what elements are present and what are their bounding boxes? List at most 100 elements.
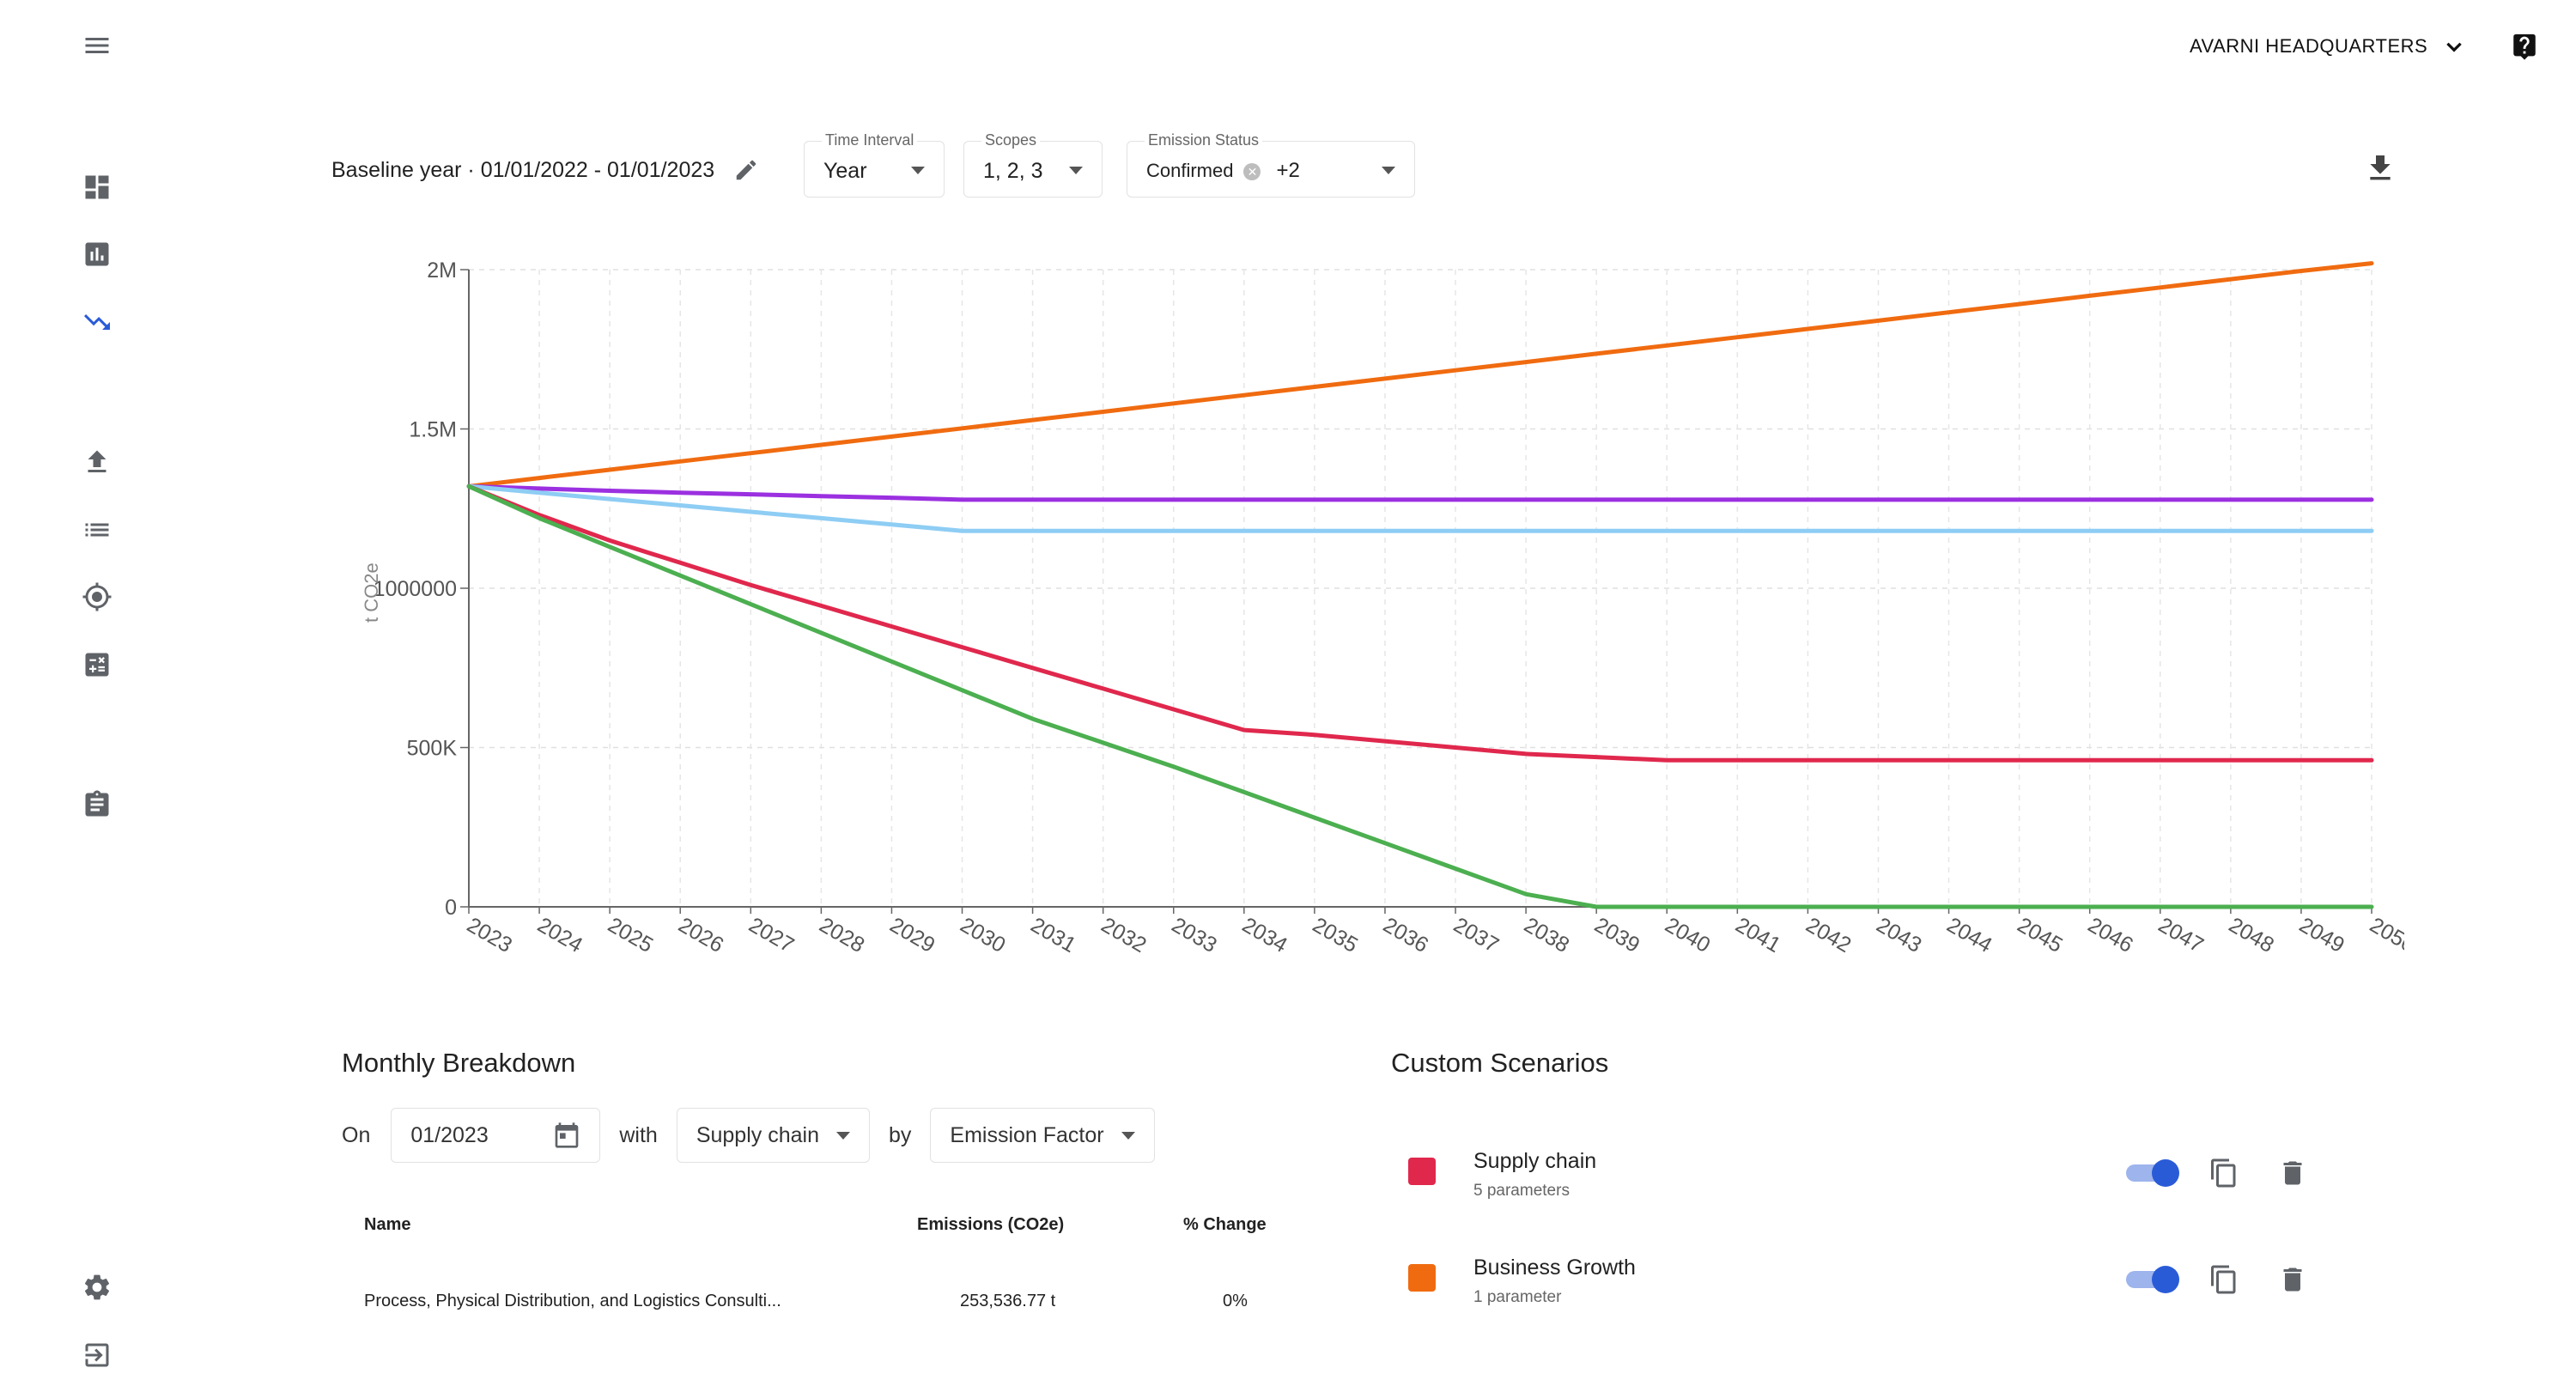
column-header-emissions[interactable]: Emissions (CO2e) xyxy=(917,1215,1065,1234)
series-line xyxy=(466,483,2374,909)
scopes-value: 1, 2, 3 xyxy=(983,159,1043,183)
y-tick-label: 0 xyxy=(445,896,457,920)
x-tick-label: 2035 xyxy=(1309,913,1362,958)
time-interval-select[interactable]: Time Interval Year xyxy=(804,131,945,198)
x-tick-label: 2042 xyxy=(1801,913,1855,958)
x-tick-label: 2032 xyxy=(1097,913,1151,958)
row-emissions: 253,536.77 t xyxy=(960,1292,1056,1310)
x-tick-label: 2031 xyxy=(1027,913,1080,958)
row-change: 0% xyxy=(1223,1292,1248,1310)
row-name[interactable]: Process, Physical Distribution, and Logi… xyxy=(364,1292,781,1310)
x-tick-label: 2043 xyxy=(1872,913,1925,958)
dropdown-arrow-icon xyxy=(1121,1131,1135,1140)
emission-status-label: Emission Status xyxy=(1145,131,1263,149)
scenario-params: 5 parameters xyxy=(1473,1182,1570,1200)
calendar-icon[interactable] xyxy=(553,1122,580,1149)
time-interval-label: Time Interval xyxy=(822,131,918,149)
baseline-period: Baseline year · 01/01/2022 - 01/01/2023 xyxy=(331,155,759,185)
x-tick-label: 2030 xyxy=(957,913,1010,958)
chevron-down-icon xyxy=(2446,42,2462,52)
scenario-select[interactable]: Supply chain xyxy=(676,1108,870,1163)
delete-icon[interactable] xyxy=(2277,1264,2312,1298)
x-tick-label: 2029 xyxy=(885,913,939,958)
x-tick-label: 2028 xyxy=(815,913,868,958)
with-label: with xyxy=(619,1122,658,1147)
x-tick-label: 2047 xyxy=(2154,913,2208,958)
scenario-item-supply-chain[interactable]: Supply chain 5 parameters xyxy=(1408,1147,2353,1216)
x-tick-label: 2026 xyxy=(674,913,727,958)
target-icon[interactable] xyxy=(77,577,117,617)
help-icon[interactable] xyxy=(2507,29,2542,64)
scopes-select[interactable]: Scopes 1, 2, 3 xyxy=(963,131,1103,198)
scenario-params: 1 parameter xyxy=(1473,1288,1562,1306)
series-line xyxy=(466,483,2374,533)
series-line xyxy=(466,483,2374,502)
line-chart: 0 500K 1000000 1.5M 2M 2023 2024 2025 2026 2027 20… xyxy=(361,258,2419,958)
scenario-value: Supply chain xyxy=(696,1122,819,1147)
column-header-change[interactable]: % Change xyxy=(1183,1215,1267,1234)
scopes-label: Scopes xyxy=(981,131,1041,149)
x-tick-label: 2024 xyxy=(533,913,586,958)
emission-status-chips: Confirmed ✕ +2 xyxy=(1146,159,1300,183)
emission-status-select[interactable]: Emission Status Confirmed ✕ +2 xyxy=(1127,131,1415,198)
x-tick-label: 2034 xyxy=(1238,913,1291,958)
x-tick-label: 2025 xyxy=(604,913,657,958)
x-tick-label: 2046 xyxy=(2084,913,2137,958)
date-picker[interactable]: 01/2023 xyxy=(391,1108,601,1163)
list-icon[interactable] xyxy=(77,510,117,550)
y-tick-label: 1000000 xyxy=(374,577,457,601)
x-tick-label: 2045 xyxy=(2014,913,2067,958)
confirmed-chip: Confirmed xyxy=(1146,160,1234,181)
x-tick-label: 2038 xyxy=(1520,913,1573,958)
column-header-name[interactable]: Name xyxy=(364,1215,411,1234)
series-line xyxy=(466,483,2374,763)
on-label: On xyxy=(342,1122,371,1147)
calculator-icon[interactable] xyxy=(77,645,117,684)
x-tick-label: 2041 xyxy=(1731,913,1784,958)
projection-chart: 0 500K 1000000 1.5M 2M 2023 2024 2025 2026 2027 20… xyxy=(343,249,2419,988)
delete-icon[interactable] xyxy=(2277,1158,2312,1192)
upload-icon[interactable] xyxy=(77,442,117,482)
clipboard-icon[interactable] xyxy=(77,785,117,824)
x-tick-label: 2033 xyxy=(1168,913,1221,958)
x-tick-label: 2039 xyxy=(1590,913,1643,958)
x-tick-label: 2044 xyxy=(1943,913,1996,958)
x-tick-label: 2049 xyxy=(2295,913,2348,958)
settings-icon[interactable] xyxy=(77,1268,117,1307)
more-count: +2 xyxy=(1276,159,1300,182)
org-selector[interactable]: AVARNI HEADQUARTERS xyxy=(2190,29,2465,64)
x-tick-label: 2048 xyxy=(2225,913,2278,958)
bar-chart-icon[interactable] xyxy=(77,234,117,274)
sidebar xyxy=(0,0,194,1374)
download-icon[interactable] xyxy=(2363,151,2397,185)
x-tick-label: 2036 xyxy=(1379,913,1432,958)
logout-icon[interactable] xyxy=(77,1335,117,1374)
group-by-select[interactable]: Emission Factor xyxy=(930,1108,1155,1163)
scenario-name: Business Growth xyxy=(1473,1255,1636,1280)
dashboard-icon[interactable] xyxy=(77,167,117,207)
copy-icon[interactable] xyxy=(2208,1264,2243,1298)
series-line xyxy=(466,261,2374,489)
x-tick-label: 2050 xyxy=(2366,913,2404,958)
scenario-item-business-growth[interactable]: Business Growth 1 parameter xyxy=(1408,1254,2353,1322)
custom-scenarios-title: Custom Scenarios xyxy=(1391,1048,1609,1078)
menu-icon[interactable] xyxy=(77,26,117,65)
x-tick-label: 2027 xyxy=(744,913,798,958)
scenario-name: Supply chain xyxy=(1473,1149,1597,1173)
baseline-text: Baseline year · 01/01/2022 - 01/01/2023 xyxy=(331,157,715,182)
scenario-visibility-toggle[interactable] xyxy=(2126,1159,2179,1187)
org-name: AVARNI HEADQUARTERS xyxy=(2190,35,2428,57)
x-tick-label: 2040 xyxy=(1661,913,1714,958)
scenario-visibility-toggle[interactable] xyxy=(2126,1266,2179,1293)
scenario-color-swatch xyxy=(1408,1158,1436,1185)
dropdown-arrow-icon xyxy=(911,167,925,174)
y-tick-label: 2M xyxy=(427,258,457,283)
chip-remove-icon[interactable]: ✕ xyxy=(1243,163,1261,181)
copy-icon[interactable] xyxy=(2208,1158,2243,1192)
dropdown-arrow-icon xyxy=(1382,167,1395,174)
dropdown-arrow-icon xyxy=(1069,167,1083,174)
edit-icon[interactable] xyxy=(733,157,759,183)
trending-down-icon[interactable] xyxy=(77,302,117,342)
scenario-color-swatch xyxy=(1408,1264,1436,1292)
group-by-value: Emission Factor xyxy=(950,1122,1104,1147)
